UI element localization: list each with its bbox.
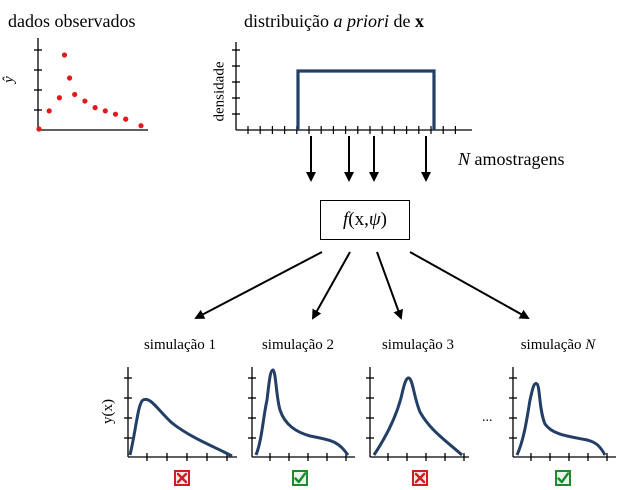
sim-arrow-2 <box>312 251 351 320</box>
prior-axes <box>232 42 472 131</box>
observed-title: dados observados <box>8 11 136 31</box>
prior-title-mid: de <box>389 11 415 31</box>
observed-point <box>46 108 52 114</box>
sim-panel-1-axes <box>124 367 237 461</box>
prior-title-prefix: distribuição <box>244 11 334 31</box>
function-name: f <box>343 209 349 230</box>
observed-point <box>36 126 42 132</box>
sim-label-4: simulação N <box>498 337 617 354</box>
sim-label-3-text: simulação 3 <box>381 337 455 353</box>
accept-icon <box>292 470 308 486</box>
sim-label-1: simulação 1 <box>120 337 240 354</box>
observed-point <box>72 91 78 98</box>
sim-label-3: simulação 3 <box>358 337 478 354</box>
sim-label-2: simulação 2 <box>238 337 358 354</box>
observed-y-label: ŷ <box>0 76 17 83</box>
accept-icon <box>555 470 571 486</box>
observed-point <box>123 116 129 122</box>
sim-panel-3-axes <box>366 367 469 461</box>
sampling-text: amostragens <box>470 149 565 169</box>
function-args-close: ) <box>380 209 387 230</box>
observed-point <box>56 95 63 101</box>
sim-panel-4-axes <box>509 367 616 461</box>
observed-point <box>82 98 88 104</box>
sim-curve-3 <box>372 376 463 457</box>
sim-label-4-n: N <box>585 337 596 353</box>
sim-curve-2 <box>254 368 350 456</box>
function-args-open: (x, <box>348 209 369 230</box>
sampling-label: N amostragens <box>458 150 565 168</box>
reject-icon <box>174 470 190 486</box>
function-psi: ψ <box>368 209 381 230</box>
ellipsis: ... <box>482 410 493 425</box>
observed-point <box>138 123 144 129</box>
sim-arrow-4 <box>409 251 530 319</box>
sim-curve-4 <box>515 382 607 456</box>
reject-icon <box>412 470 428 486</box>
prior-title-bold: x <box>415 11 424 31</box>
sim-label-2-text: simulação 2 <box>261 337 335 353</box>
simulation-arrows <box>194 251 530 320</box>
observed-points <box>36 52 144 132</box>
function-box: f (x, ψ) <box>320 200 410 240</box>
sim-y-label: y(x) <box>100 399 116 424</box>
prior-uniform-box <box>296 69 436 130</box>
prior-y-label: densidade <box>211 61 228 122</box>
sim-label-1-text: simulação 1 <box>143 337 217 353</box>
observed-point <box>67 75 73 81</box>
sim-arrow-1 <box>194 251 323 319</box>
sim-arrow-3 <box>376 251 403 320</box>
sampling-n: N <box>458 149 471 169</box>
prior-title-italic: a priori <box>333 11 389 31</box>
sampling-arrows <box>306 136 431 182</box>
observed-axes <box>34 38 148 131</box>
sim-label-4-text: simulação <box>520 337 586 353</box>
prior-title: distribuição a priori de x <box>244 12 424 30</box>
observed-point <box>61 52 68 58</box>
observed-point <box>92 105 98 111</box>
observed-point <box>102 108 108 114</box>
sim-curve-1 <box>128 397 233 458</box>
observed-point <box>112 111 119 117</box>
